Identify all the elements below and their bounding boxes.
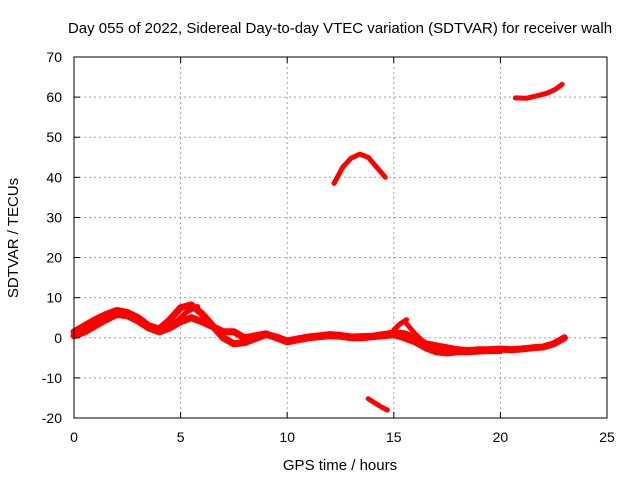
- series-high-segment: [512, 81, 565, 101]
- series-spike-b: [391, 317, 410, 333]
- x-tick-label: 25: [599, 429, 615, 445]
- x-axis-label: GPS time / hours: [283, 457, 397, 474]
- y-axis-label: SDTVAR / TECUs: [5, 178, 22, 298]
- x-tick-label: 15: [386, 429, 402, 445]
- x-tick-label: 0: [70, 429, 78, 445]
- axis-ticks: 0 5 10 15 20 25 -20 -10 0 10 20 30 40 50 60 70: [42, 49, 615, 445]
- series-arc-peak: [331, 151, 388, 186]
- plot-frame: [73, 56, 608, 419]
- y-tick-label: 50: [46, 129, 62, 145]
- y-tick-label: -10: [42, 370, 62, 386]
- chart-title: Day 055 of 2022, Sidereal Day-to-day VTE…: [68, 20, 612, 37]
- y-tick-label: 0: [54, 330, 62, 346]
- y-tick-label: 40: [46, 169, 62, 185]
- y-tick-label: 60: [46, 89, 62, 105]
- y-tick-label: 20: [46, 250, 62, 266]
- series-negative-segment: [365, 396, 390, 413]
- y-tick-label: 70: [46, 49, 62, 65]
- y-tick-label: 30: [46, 209, 62, 225]
- series-spike-c: [404, 321, 439, 355]
- y-tick-label: -20: [42, 410, 62, 426]
- data-series: [70, 81, 568, 413]
- x-tick-label: 10: [279, 429, 295, 445]
- x-tick-label: 20: [493, 429, 509, 445]
- x-tick-label: 5: [177, 429, 185, 445]
- y-tick-label: 10: [46, 290, 62, 306]
- series-spike-a: [161, 304, 201, 334]
